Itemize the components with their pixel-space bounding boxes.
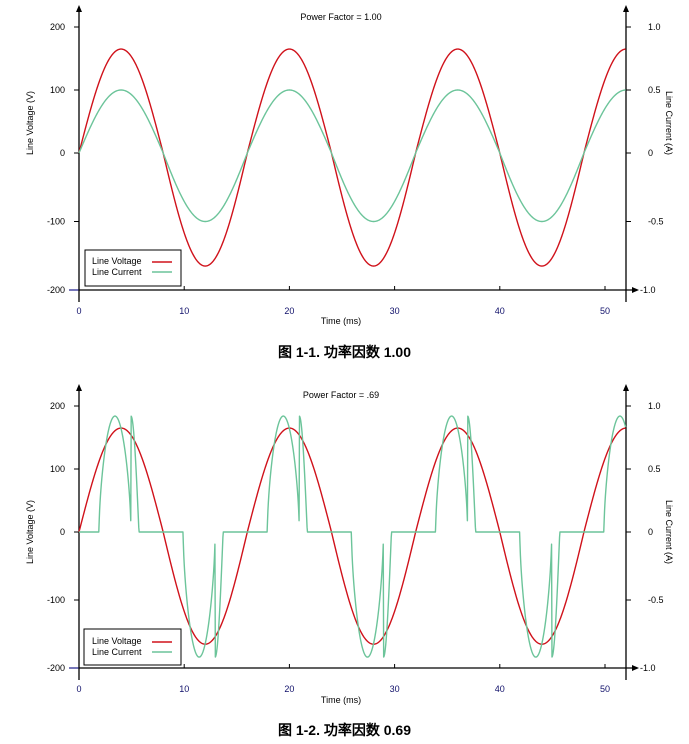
- y-axis-right-label: Line Current (A): [664, 500, 674, 564]
- chart-title: Power Factor = 1.00: [300, 12, 381, 22]
- x-tick-label: 40: [495, 684, 505, 694]
- y-right-tick-label: 1.0: [648, 22, 661, 32]
- series-line-voltage: [78, 427, 626, 645]
- y-left-tick-label: 200: [50, 22, 65, 32]
- y-right-tick-label: 0: [648, 527, 653, 537]
- x-tick-label: 10: [179, 306, 189, 316]
- y-axis-right-label: Line Current (A): [664, 91, 674, 155]
- y-right-tick-label: -0.5: [648, 217, 664, 227]
- x-tick-label: 20: [284, 684, 294, 694]
- x-tick-label: 50: [600, 684, 610, 694]
- figure-caption-2: 图 1-2. 功率因数 0.69: [277, 722, 412, 738]
- x-tick-label: 0: [76, 306, 81, 316]
- legend: Line Voltage Line Current: [83, 628, 182, 666]
- y-right-tick-label: 0: [648, 148, 653, 158]
- y-left-tick-label: 200: [50, 401, 65, 411]
- series-line-voltage: [78, 48, 626, 267]
- legend-label-voltage: Line Voltage: [92, 256, 142, 266]
- legend-label-voltage: Line Voltage: [92, 636, 142, 646]
- chart-power-factor-1: Power Factor = 1.00 Line Voltage (V) Lin…: [25, 5, 674, 326]
- x-axis-label: Time (ms): [321, 695, 361, 705]
- x-axis-label: Time (ms): [321, 316, 361, 326]
- plot-area: [78, 415, 627, 658]
- figure-caption-1: 图 1-1. 功率因数 1.00: [277, 344, 412, 360]
- y-left-tick-label: -200: [47, 285, 65, 295]
- y-left-tick-label: -100: [47, 595, 65, 605]
- y-axis-left-label: Line Voltage (V): [25, 91, 35, 155]
- figure-power-factor-2: Power Factor = .69 Line Voltage (V) Line…: [0, 370, 689, 710]
- axes: 200 1.0 100 0.5 0 0 -100 -0.5 -200 -1.0 0 10 20 30 40 5…: [47, 5, 664, 316]
- x-tick-label: 10: [179, 684, 189, 694]
- x-tick-label: 40: [495, 306, 505, 316]
- legend-label-current: Line Current: [92, 267, 142, 277]
- legend-label-current: Line Current: [92, 647, 142, 657]
- y-left-tick-label: 0: [60, 148, 65, 158]
- y-right-tick-label: -1.0: [640, 285, 656, 295]
- y-right-tick-label: 0.5: [648, 464, 661, 474]
- x-tick-label: 50: [600, 306, 610, 316]
- y-left-tick-label: 0: [60, 527, 65, 537]
- y-left-tick-label: -200: [47, 663, 65, 673]
- chart-title: Power Factor = .69: [303, 390, 379, 400]
- y-axis-left-label: Line Voltage (V): [25, 500, 35, 564]
- chart-power-factor-2: Power Factor = .69 Line Voltage (V) Line…: [25, 384, 674, 705]
- x-tick-label: 0: [76, 684, 81, 694]
- y-left-tick-label: 100: [50, 85, 65, 95]
- series-line-current: [78, 415, 627, 658]
- y-right-tick-label: 0.5: [648, 85, 661, 95]
- y-right-tick-label: -0.5: [648, 595, 664, 605]
- plot-area: [78, 48, 626, 267]
- legend: Line Voltage Line Current: [84, 249, 182, 287]
- series-line-current: [78, 89, 626, 223]
- y-left-tick-label: 100: [50, 464, 65, 474]
- x-tick-label: 30: [390, 306, 400, 316]
- x-tick-label: 30: [390, 684, 400, 694]
- axes: 200 1.0 100 0.5 0 0 -100 -0.5 -200 -1.0 0 10 20 30 40 5…: [47, 384, 664, 694]
- y-left-tick-label: -100: [47, 217, 65, 227]
- x-tick-label: 20: [284, 306, 294, 316]
- figure-power-factor-1: Power Factor = 1.00 Line Voltage (V) Lin…: [0, 0, 689, 330]
- y-right-tick-label: 1.0: [648, 401, 661, 411]
- y-right-tick-label: -1.0: [640, 663, 656, 673]
